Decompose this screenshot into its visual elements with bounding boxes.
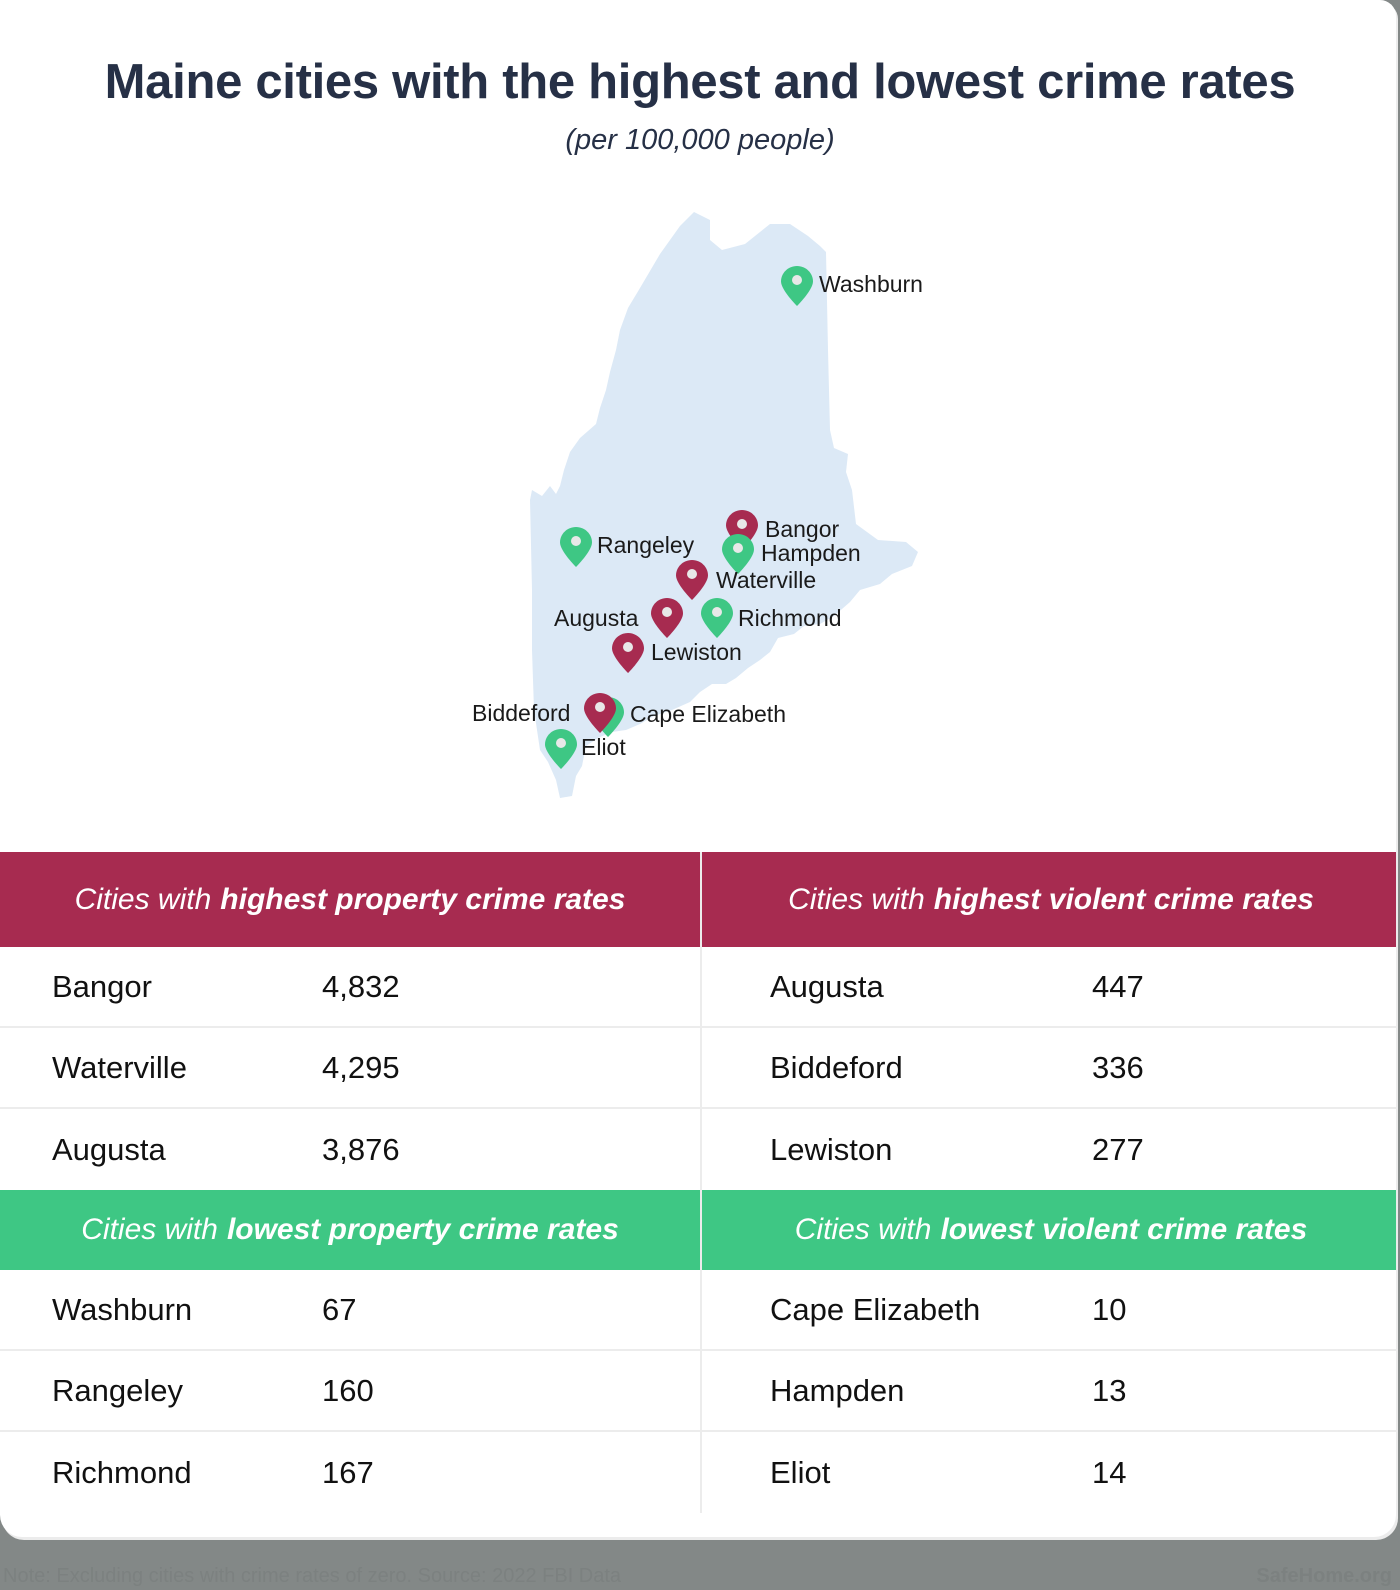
table-row: Lewiston 277 xyxy=(770,1131,1144,1167)
table-row: Cape Elizabeth 10 xyxy=(702,1270,1396,1351)
map-label-bangor: Bangor xyxy=(765,516,840,542)
map-label-washburn: Washburn xyxy=(819,271,923,297)
table-row: Augusta 447 xyxy=(702,947,1396,1028)
table-header-highest-property: Cities with highest property crime rates xyxy=(0,852,700,947)
lowest-violent-table: Cities with lowest violent crime rates C… xyxy=(700,1190,1396,1513)
table-row: Biddeford 336 xyxy=(702,1028,1396,1109)
source-note: Note: Excluding cities with crime rates … xyxy=(3,1565,622,1587)
crime-rate-tables: Cities with highest property crime rates… xyxy=(0,852,1396,1513)
table-row: Augusta 3,876 xyxy=(52,1131,400,1167)
brand-watermark: SafeHome.org xyxy=(1256,1565,1392,1587)
map-label-eliot: Eliot xyxy=(581,734,626,760)
table-header-highest-violent: Cities with highest violent crime rates xyxy=(702,852,1396,947)
map-label-richmond: Richmond xyxy=(738,605,842,631)
table-row: Eliot 14 xyxy=(770,1454,1127,1490)
table-row: Washburn 67 xyxy=(0,1270,700,1351)
highest-violent-table: Cities with highest violent crime rates … xyxy=(700,852,1396,1190)
lowest-property-table: Cities with lowest property crime rates … xyxy=(0,1190,700,1513)
page-title: Maine cities with the highest and lowest… xyxy=(104,55,1296,109)
table-row: Bangor 4,832 xyxy=(0,947,700,1028)
maine-map: Washburn Bangor Hampden Rangeley Watervi… xyxy=(0,190,1396,830)
map-label-cape-elizabeth: Cape Elizabeth xyxy=(630,701,786,727)
map-pin-icon-augusta[interactable] xyxy=(651,598,683,638)
map-pin-icon-eliot[interactable] xyxy=(545,729,577,769)
map-pin-icon-biddeford[interactable] xyxy=(584,693,616,733)
map-label-augusta: Augusta xyxy=(554,605,639,631)
table-header-lowest-property: Cities with lowest property crime rates xyxy=(0,1190,700,1270)
table-row: Rangeley 160 xyxy=(0,1351,700,1432)
map-label-rangeley: Rangeley xyxy=(597,532,695,558)
map-label-waterville: Waterville xyxy=(716,567,817,593)
map-pin-icon-washburn[interactable] xyxy=(781,266,813,306)
table-row: Waterville 4,295 xyxy=(0,1028,700,1109)
table-row: Richmond 167 xyxy=(52,1454,374,1490)
map-pin-icon-richmond[interactable] xyxy=(701,598,733,638)
map-pin-icon-rangeley[interactable] xyxy=(560,527,592,567)
table-header-lowest-violent: Cities with lowest violent crime rates xyxy=(702,1190,1396,1270)
infographic-card: Maine cities with the highest and lowest… xyxy=(0,0,1396,1537)
table-row: Hampden 13 xyxy=(702,1351,1396,1432)
highest-property-table: Cities with highest property crime rates… xyxy=(0,852,700,1190)
page-subtitle: (per 100,000 people) xyxy=(565,124,835,156)
maine-state-shape xyxy=(530,212,918,798)
map-label-lewiston: Lewiston xyxy=(651,639,742,665)
map-label-hampden: Hampden xyxy=(761,540,861,566)
map-label-biddeford: Biddeford xyxy=(472,700,571,726)
map-pin-icon-waterville[interactable] xyxy=(676,560,708,600)
map-pin-icon-lewiston[interactable] xyxy=(612,633,644,673)
map-pin-icon-hampden[interactable] xyxy=(722,534,754,574)
